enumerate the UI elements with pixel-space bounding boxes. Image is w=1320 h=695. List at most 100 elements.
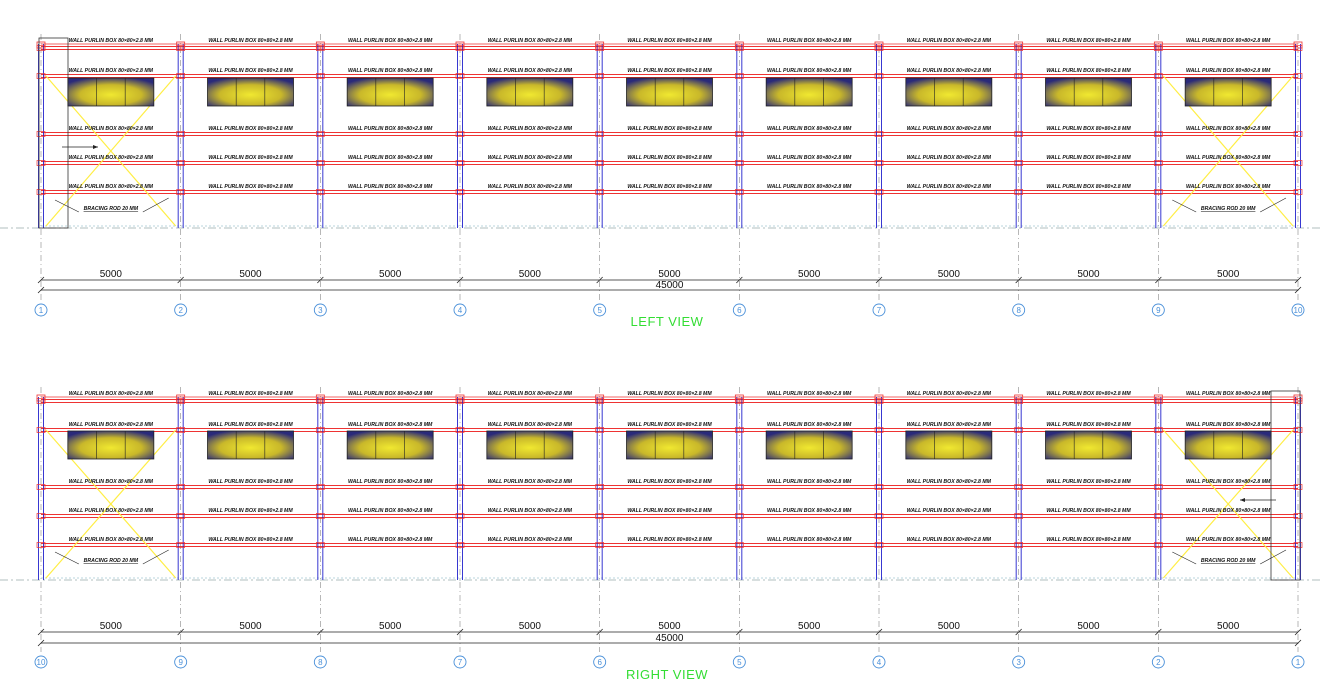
total-dimension: 45000 [656,280,684,291]
purlin-label: WALL PURLIN BOX 80×80×2.8 MM [907,184,992,190]
grid-bubble-label: 8 [318,658,323,667]
window-panel [1045,430,1132,460]
left-view-elevation: WALL PURLIN BOX 80×80×2.8 MM WALL PURLIN … [0,34,1320,329]
purlin-label: WALL PURLIN BOX 80×80×2.8 MM [627,537,712,543]
purlin-cleat [1293,484,1303,490]
view-title: LEFT VIEW [631,314,704,329]
purlin-cleat [455,484,465,490]
purlin-label: WALL PURLIN BOX 80×80×2.8 MM [1186,537,1271,543]
window-panel [1184,430,1272,460]
dimension-tick [37,639,45,647]
grid-bubble [1012,655,1026,669]
purlin-label: WALL PURLIN BOX 80×80×2.8 MM [69,184,154,190]
column-cap [1014,394,1024,402]
purlin-cleat [36,427,46,433]
purlin-cleat [734,73,744,79]
dimension-tick [596,628,603,636]
purlin-label: WALL PURLIN BOX 80×80×2.8 MM [767,508,852,514]
dimension-tick [1294,286,1302,294]
purlin-label: WALL PURLIN BOX 80×80×2.8 MM [1186,184,1271,190]
purlin-cleat [36,513,46,519]
purlin-cleat [315,398,325,404]
dimension-tick [37,286,45,294]
column-cap [455,394,465,402]
purlin-cleat [874,131,884,137]
purlin-label: WALL PURLIN BOX 80×80×2.8 MM [627,184,712,190]
purlin-label: WALL PURLIN BOX 80×80×2.8 MM [1186,155,1271,161]
bracing-label: BRACING ROD 20 MM [84,558,139,564]
column-cap [734,394,744,402]
purlin-label: WALL PURLIN BOX 80×80×2.8 MM [767,126,852,132]
leader-line [142,549,169,565]
purlin-label: WALL PURLIN BOX 80×80×2.8 MM [627,68,712,74]
leader-line [142,197,169,213]
dimension-tick [37,628,45,636]
purlin-label: WALL PURLIN BOX 80×80×2.8 MM [488,422,573,428]
purlin-label: WALL PURLIN BOX 80×80×2.8 MM [1046,126,1131,132]
bay-dimension: 5000 [938,269,961,280]
purlin-cleat [595,398,605,404]
purlin-cleat [734,427,744,433]
purlin-cleat [1153,160,1163,166]
dimension-tick [177,628,184,636]
purlin-cleat [176,484,186,490]
grid-bubble [1151,655,1165,669]
purlin-label: WALL PURLIN BOX 80×80×2.8 MM [348,508,433,514]
purlin-label: WALL PURLIN BOX 80×80×2.8 MM [767,537,852,543]
purlin-cleat [36,131,46,137]
column-cap [1153,394,1163,402]
dimension-tick [1155,628,1162,636]
purlin-label: WALL PURLIN BOX 80×80×2.8 MM [767,38,852,44]
purlin-label: WALL PURLIN BOX 80×80×2.8 MM [907,155,992,161]
grid-bubble [872,655,886,669]
purlin-cleat [734,542,744,548]
purlin-cleat [595,73,605,79]
bay-dimension: 5000 [379,269,402,280]
purlin-label: WALL PURLIN BOX 80×80×2.8 MM [348,479,433,485]
column-cap [874,41,884,49]
window-panel [765,430,853,460]
purlin-label: WALL PURLIN BOX 80×80×2.8 MM [488,68,573,74]
purlin-label: WALL PURLIN BOX 80×80×2.8 MM [1186,391,1271,397]
grid-bubble [313,303,327,317]
purlin-cleat [1014,513,1024,519]
window-panel [626,430,713,460]
purlin-cleat [455,513,465,519]
grid-bubble [593,303,607,317]
window-panel [626,77,713,107]
window-panel [346,430,434,460]
leader-line [54,199,79,213]
grid-bubble-label: 6 [737,306,742,315]
purlin-cleat [315,542,325,548]
purlin-cleat [455,427,465,433]
column-cap [1293,394,1303,402]
purlin-cleat [874,427,884,433]
purlin-cleat [176,542,186,548]
purlin-label: WALL PURLIN BOX 80×80×2.8 MM [488,184,573,190]
purlin-label: WALL PURLIN BOX 80×80×2.8 MM [767,184,852,190]
purlin-label: WALL PURLIN BOX 80×80×2.8 MM [907,479,992,485]
bay-dimension: 5000 [379,621,402,632]
purlin-label: WALL PURLIN BOX 80×80×2.8 MM [627,479,712,485]
purlin-label: WALL PURLIN BOX 80×80×2.8 MM [907,508,992,514]
purlin-label: WALL PURLIN BOX 80×80×2.8 MM [208,184,293,190]
purlin-cleat [1014,45,1024,51]
dimension-tick [875,276,883,284]
grid-bubble [1012,303,1026,317]
purlin-label: WALL PURLIN BOX 80×80×2.8 MM [1046,155,1131,161]
purlin-label: WALL PURLIN BOX 80×80×2.8 MM [488,38,573,44]
purlin-label: WALL PURLIN BOX 80×80×2.8 MM [627,155,712,161]
purlin-label: WALL PURLIN BOX 80×80×2.8 MM [208,537,293,543]
window-panel [1184,77,1272,107]
end-frame-outline [38,37,69,229]
purlin-label: WALL PURLIN BOX 80×80×2.8 MM [348,422,433,428]
purlin-cleat [36,542,46,548]
purlin-cleat [734,189,744,195]
purlin-cleat [36,484,46,490]
grid-bubble [732,655,746,669]
purlin-label: WALL PURLIN BOX 80×80×2.8 MM [348,126,433,132]
dimension-tick [177,276,184,284]
purlin-cleat [1014,484,1024,490]
purlin-cleat [176,45,186,51]
grid-bubble [453,303,467,317]
